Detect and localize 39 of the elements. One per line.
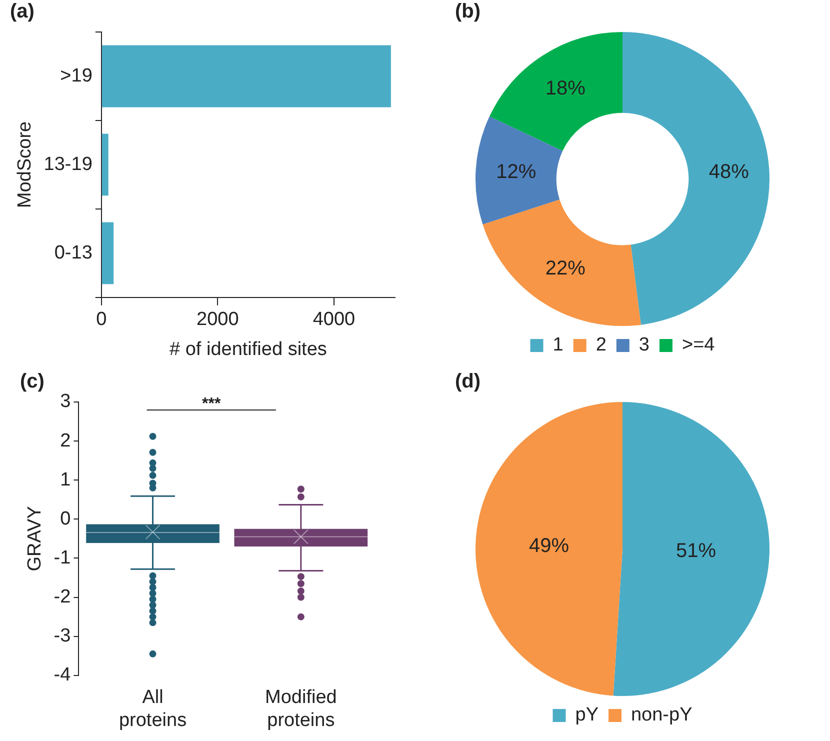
y-tick-label: 1 bbox=[60, 469, 71, 490]
y-tick-label: 13-19 bbox=[44, 154, 92, 175]
legend-label: pY bbox=[575, 704, 599, 726]
y-tick-label: 2 bbox=[60, 430, 71, 452]
legend-label: 1 bbox=[552, 334, 564, 356]
data-label: 22% bbox=[545, 258, 586, 280]
y-tick-label: 0-13 bbox=[54, 242, 92, 264]
x-tick-label: All proteins bbox=[118, 687, 187, 731]
data-label: 49% bbox=[529, 535, 570, 558]
y-tick-label: -4 bbox=[54, 664, 72, 686]
legend-label: 3 bbox=[638, 334, 650, 356]
y-tick-label: >19 bbox=[60, 65, 92, 86]
y-tick-label: -3 bbox=[54, 626, 71, 647]
bar bbox=[102, 222, 114, 284]
legend-label: >=4 bbox=[682, 334, 716, 356]
data-label: 48% bbox=[708, 160, 750, 183]
bar bbox=[102, 45, 391, 108]
y-axis-title: ModScore bbox=[14, 121, 36, 208]
y-tick-label: -2 bbox=[54, 586, 71, 608]
annotation: *** bbox=[202, 395, 222, 412]
chart-title: (c) bbox=[20, 370, 44, 393]
legend-label: 2 bbox=[596, 334, 606, 356]
x-tick-label: 2000 bbox=[196, 309, 239, 330]
data-label: 51% bbox=[676, 540, 716, 562]
legend-label: non-pY bbox=[630, 704, 693, 726]
chart-title: (a) bbox=[10, 0, 34, 23]
data-label: 18% bbox=[545, 78, 586, 100]
data-label: 12% bbox=[496, 160, 536, 183]
chart-title: (b) bbox=[455, 0, 481, 23]
x-tick-label: 0 bbox=[96, 309, 107, 330]
chart-title: (d) bbox=[455, 370, 481, 393]
bar bbox=[102, 134, 108, 196]
y-tick-label: 3 bbox=[60, 391, 71, 412]
x-axis-title: # of identified sites bbox=[170, 338, 327, 360]
y-tick-label: 0 bbox=[60, 508, 71, 530]
x-tick-label: Modified proteins bbox=[265, 687, 337, 731]
y-axis-title: GRAVY bbox=[24, 506, 46, 572]
x-tick-label: 4000 bbox=[312, 309, 356, 330]
y-tick-label: -1 bbox=[54, 547, 71, 568]
